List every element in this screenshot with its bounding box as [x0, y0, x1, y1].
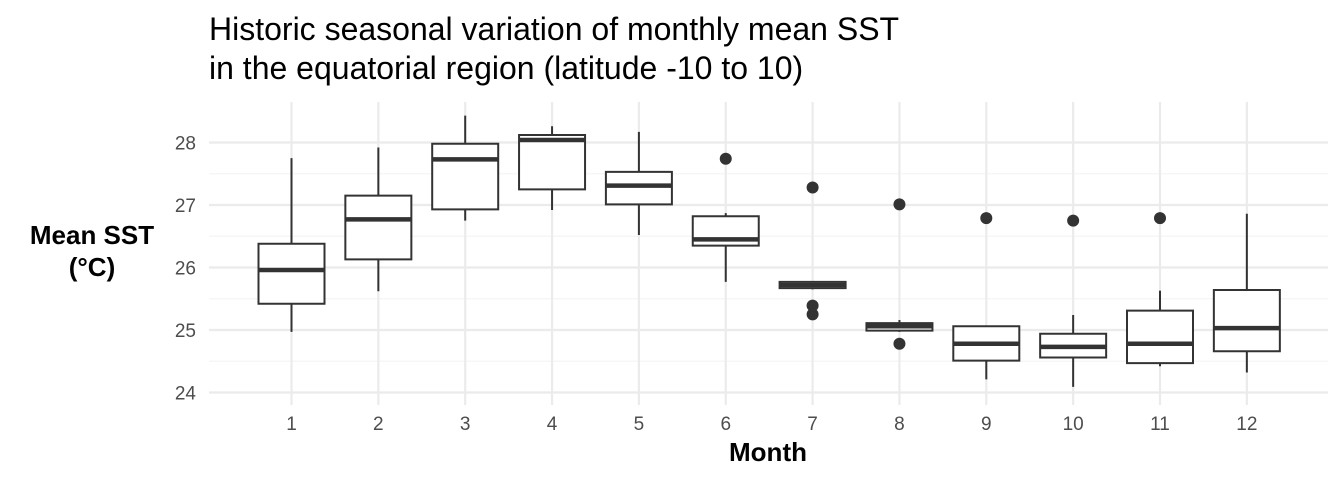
y-axis-tick-labels: 24 25 26 27 28 — [175, 134, 197, 405]
outlier-point — [1067, 214, 1080, 227]
x-axis-title: Month — [729, 437, 807, 467]
box-series — [257, 115, 1281, 387]
iqr-box — [518, 134, 587, 191]
outlier-point — [806, 181, 819, 194]
box-month — [778, 181, 847, 321]
chart-title: Historic seasonal variation of monthly m… — [209, 10, 899, 88]
y-tick-label: 27 — [175, 196, 196, 217]
x-tick-label: 11 — [1150, 414, 1170, 435]
x-tick-label: 2 — [373, 414, 384, 435]
x-tick-label: 8 — [894, 414, 905, 435]
x-tick-label: 12 — [1236, 414, 1257, 435]
x-tick-label: 10 — [1063, 414, 1084, 435]
outlier-point — [1154, 212, 1166, 225]
x-tick-label: 3 — [460, 414, 471, 435]
box-month — [344, 147, 413, 292]
box-month — [431, 115, 500, 221]
iqr-box — [344, 194, 413, 261]
outlier-point — [893, 198, 906, 211]
y-tick-label: 25 — [175, 321, 196, 342]
x-tick-label: 6 — [720, 414, 731, 435]
chart-title-line-1: Historic seasonal variation of monthly m… — [209, 11, 900, 47]
x-tick-label: 4 — [547, 414, 558, 435]
y-tick-label: 24 — [175, 384, 197, 405]
x-axis-tick-labels: 1 2 3 4 5 6 7 8 9 10 11 12 — [286, 414, 1257, 435]
y-axis-title: Mean SST (°C) — [2, 219, 182, 283]
box-month — [952, 212, 1021, 380]
outlier-point — [980, 212, 993, 225]
iqr-box — [1126, 309, 1194, 365]
chart-title-line-2: in the equatorial region (latitude -10 t… — [209, 50, 804, 86]
iqr-box — [604, 170, 673, 206]
iqr-box — [257, 242, 326, 305]
outlier-point — [719, 152, 732, 165]
box-month — [865, 198, 934, 350]
box-month — [691, 152, 760, 282]
box-month — [518, 126, 587, 210]
y-tick-label: 28 — [175, 134, 196, 155]
box-month — [257, 158, 326, 332]
box-month — [1039, 214, 1108, 387]
major-gridlines — [209, 102, 1328, 405]
box-month — [1212, 213, 1281, 373]
y-tick-label: 26 — [175, 259, 196, 280]
x-tick-label: 7 — [807, 414, 818, 435]
x-tick-label: 9 — [981, 414, 992, 435]
iqr-box — [1212, 289, 1281, 353]
y-axis-title-line-2: (°C) — [68, 252, 116, 282]
box-month — [1126, 212, 1194, 367]
iqr-box — [431, 142, 500, 211]
outlier-point — [806, 299, 819, 312]
outlier-point — [806, 308, 819, 321]
x-tick-label: 5 — [634, 414, 645, 435]
x-tick-label: 1 — [286, 414, 297, 435]
box-month — [604, 131, 673, 235]
y-axis-title-line-1: Mean SST — [29, 220, 155, 250]
outlier-point — [893, 337, 906, 350]
